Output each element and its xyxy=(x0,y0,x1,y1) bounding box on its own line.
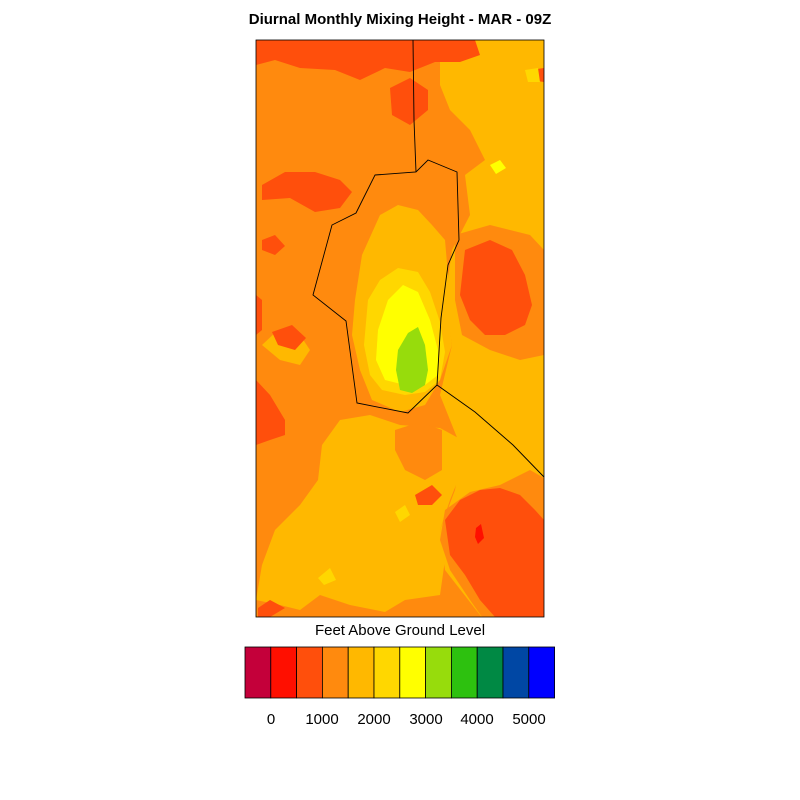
contour-500-1000-south-blob xyxy=(415,485,442,505)
colorbar-swatch-3 xyxy=(321,646,349,699)
colorbar-swatch-10 xyxy=(502,646,530,699)
contour-500-1000-east-lobe xyxy=(460,240,532,335)
contour-500-1000-west-patch xyxy=(262,235,285,255)
colorbar-swatch-11 xyxy=(528,646,555,699)
contour-1000-1500-south-inlet xyxy=(395,422,442,480)
colorbar-tick-4000: 4000 xyxy=(460,711,494,728)
colorbar-tick-1000: 1000 xyxy=(305,711,339,728)
contour-500-1000-north-blob xyxy=(390,78,428,125)
colorbar-swatch-0 xyxy=(244,646,272,699)
colorbar-label: Feet Above Ground Level xyxy=(314,622,486,639)
colorbar-swatch-2 xyxy=(296,646,323,699)
contour-0-500-spot xyxy=(475,524,484,544)
contour-500-1000-northwest xyxy=(262,172,352,212)
colorbar-swatch-1 xyxy=(270,646,297,699)
map-frame xyxy=(255,39,545,618)
contour-500-1000-west-edge-2 xyxy=(256,295,262,335)
contour-2500-3000-north-dot xyxy=(490,160,506,174)
colorbar-tick-0: 0 xyxy=(266,711,276,728)
colorbar-swatch-4 xyxy=(347,646,375,699)
colorbar-swatch-7 xyxy=(425,646,452,699)
map-title: Diurnal Monthly Mixing Height - MAR - 09… xyxy=(248,11,552,28)
colorbar-swatch-8 xyxy=(450,646,478,699)
boundary-lines xyxy=(312,39,545,478)
colorbar-swatch-5 xyxy=(373,646,401,699)
contour-500-1000-west-patch-2 xyxy=(272,325,306,350)
contour-500-1000-southeast xyxy=(445,488,544,617)
contour-500-1000-west-edge xyxy=(256,380,285,445)
colorbar-tick-5000: 5000 xyxy=(512,711,546,728)
colorbar-swatch-9 xyxy=(476,646,504,699)
contour-3000-3500-core xyxy=(396,327,428,393)
contour-500-1000-south-edge xyxy=(258,600,285,617)
contour-500-1000-north xyxy=(256,40,480,80)
contour-2000-2500-north-east xyxy=(525,68,540,82)
boundary-north-line xyxy=(412,39,417,173)
boundary-southeast-line xyxy=(436,384,545,478)
colorbar-tick-3000: 3000 xyxy=(409,711,443,728)
contour-2000-2500-south-dot xyxy=(395,505,410,522)
colorbar xyxy=(244,646,555,699)
colorbar-tick-2000: 2000 xyxy=(357,711,391,728)
contour-2000-2500-south-dot-2 xyxy=(318,568,336,585)
colorbar-swatch-6 xyxy=(399,646,426,699)
contour-field xyxy=(256,40,544,617)
